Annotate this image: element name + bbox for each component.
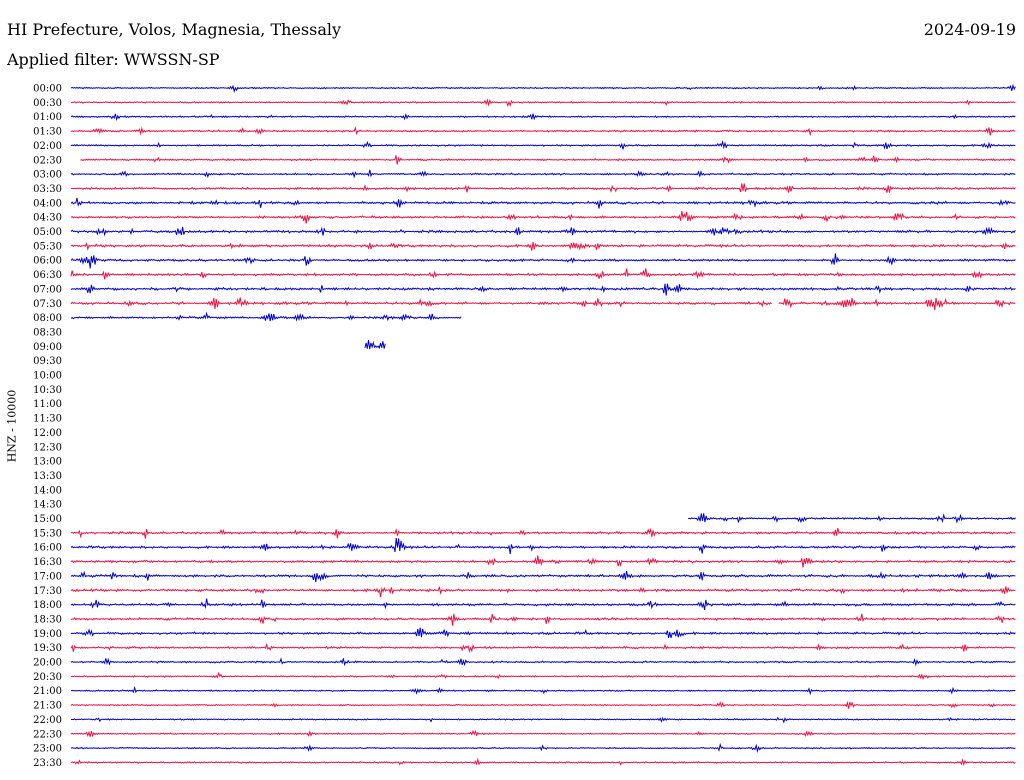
time-label: 01:30 [33, 127, 62, 138]
time-label: 09:30 [33, 356, 62, 367]
trace-segment [70, 211, 1016, 224]
time-label: 03:30 [33, 184, 62, 195]
time-label: 05:30 [33, 241, 62, 252]
trace-segment [70, 570, 1016, 583]
time-label: 18:00 [33, 600, 62, 611]
trace-segment [70, 527, 1016, 539]
time-label: 21:00 [33, 686, 62, 697]
time-label: 15:30 [33, 528, 62, 539]
trace-segment [70, 297, 773, 309]
station-title: HI Prefecture, Volos, Magnesia, Thessaly [7, 20, 342, 39]
trace-segment [70, 729, 1016, 738]
time-label: 12:00 [33, 428, 62, 439]
trace-segment [70, 716, 1016, 724]
time-label: 23:00 [33, 744, 62, 755]
time-label: 00:00 [33, 84, 62, 95]
trace-segment [70, 226, 1016, 237]
time-label: 07:00 [33, 284, 62, 295]
trace-segment [70, 657, 1016, 667]
time-label: 11:00 [33, 399, 62, 410]
trace-segment [70, 83, 1016, 93]
time-label: 10:00 [33, 371, 62, 382]
time-label: 17:00 [33, 571, 62, 582]
time-label: 09:00 [33, 342, 62, 353]
trace-segment [70, 183, 1016, 193]
trace-segment [70, 613, 1016, 626]
time-label: 15:00 [33, 514, 62, 525]
time-label: 23:30 [33, 758, 62, 769]
time-label: 14:30 [33, 500, 62, 511]
time-label: 10:30 [33, 385, 62, 396]
time-label: 02:30 [33, 155, 62, 166]
time-label: 19:30 [33, 643, 62, 654]
trace-segment [70, 98, 1016, 108]
time-label: 13:00 [33, 457, 62, 468]
time-label: 13:30 [33, 471, 62, 482]
trace-segment [70, 268, 1016, 280]
trace-segment [70, 538, 1016, 554]
trace-segment [70, 126, 1016, 137]
time-label: 18:30 [33, 614, 62, 625]
time-label: 22:00 [33, 715, 62, 726]
time-label: 04:30 [33, 213, 62, 224]
time-label: 11:30 [33, 414, 62, 425]
trace-segment [70, 555, 1016, 568]
trace-segment [70, 642, 1016, 654]
time-label: 08:00 [33, 313, 62, 324]
time-label: 21:30 [33, 701, 62, 712]
time-label: 22:30 [33, 729, 62, 740]
trace-segment [70, 685, 1016, 696]
time-label: 12:30 [33, 442, 62, 453]
time-label: 16:30 [33, 557, 62, 568]
record-date: 2024-09-19 [923, 20, 1016, 39]
time-label: 17:30 [33, 586, 62, 597]
trace-segment [80, 155, 1016, 165]
trace-segment [70, 586, 1016, 598]
trace-segment [70, 700, 1016, 709]
time-label: 19:00 [33, 629, 62, 640]
trace-segment [687, 513, 1017, 524]
trace-segment [364, 339, 386, 350]
trace-segment [70, 671, 1016, 681]
trace-segment [70, 169, 1016, 179]
trace-segment [70, 241, 1016, 251]
trace-segment [70, 757, 1016, 767]
time-label: 20:30 [33, 672, 62, 683]
trace-segment [70, 311, 462, 322]
time-label: 14:00 [33, 485, 62, 496]
time-label: 07:30 [33, 299, 62, 310]
trace-segment [70, 113, 1016, 122]
time-label: 00:30 [33, 98, 62, 109]
time-label: 05:00 [33, 227, 62, 238]
trace-segment [778, 297, 1016, 311]
time-label: 01:00 [33, 112, 62, 123]
time-label: 16:00 [33, 543, 62, 554]
trace-segment [70, 742, 1016, 753]
time-label: 06:00 [33, 256, 62, 267]
trace-segment [70, 253, 1016, 269]
time-label: 04:00 [33, 198, 62, 209]
time-label: 06:30 [33, 270, 62, 281]
time-label: 03:00 [33, 170, 62, 181]
filter-label: Applied filter: WWSSN-SP [7, 50, 220, 69]
trace-segment [70, 627, 1016, 639]
time-label: 20:00 [33, 658, 62, 669]
trace-segment [70, 197, 1016, 209]
trace-segment [70, 140, 1016, 150]
time-label: 08:30 [33, 327, 62, 338]
trace-segment [70, 283, 1016, 296]
trace-segment [70, 598, 1016, 610]
time-label: 02:00 [33, 141, 62, 152]
